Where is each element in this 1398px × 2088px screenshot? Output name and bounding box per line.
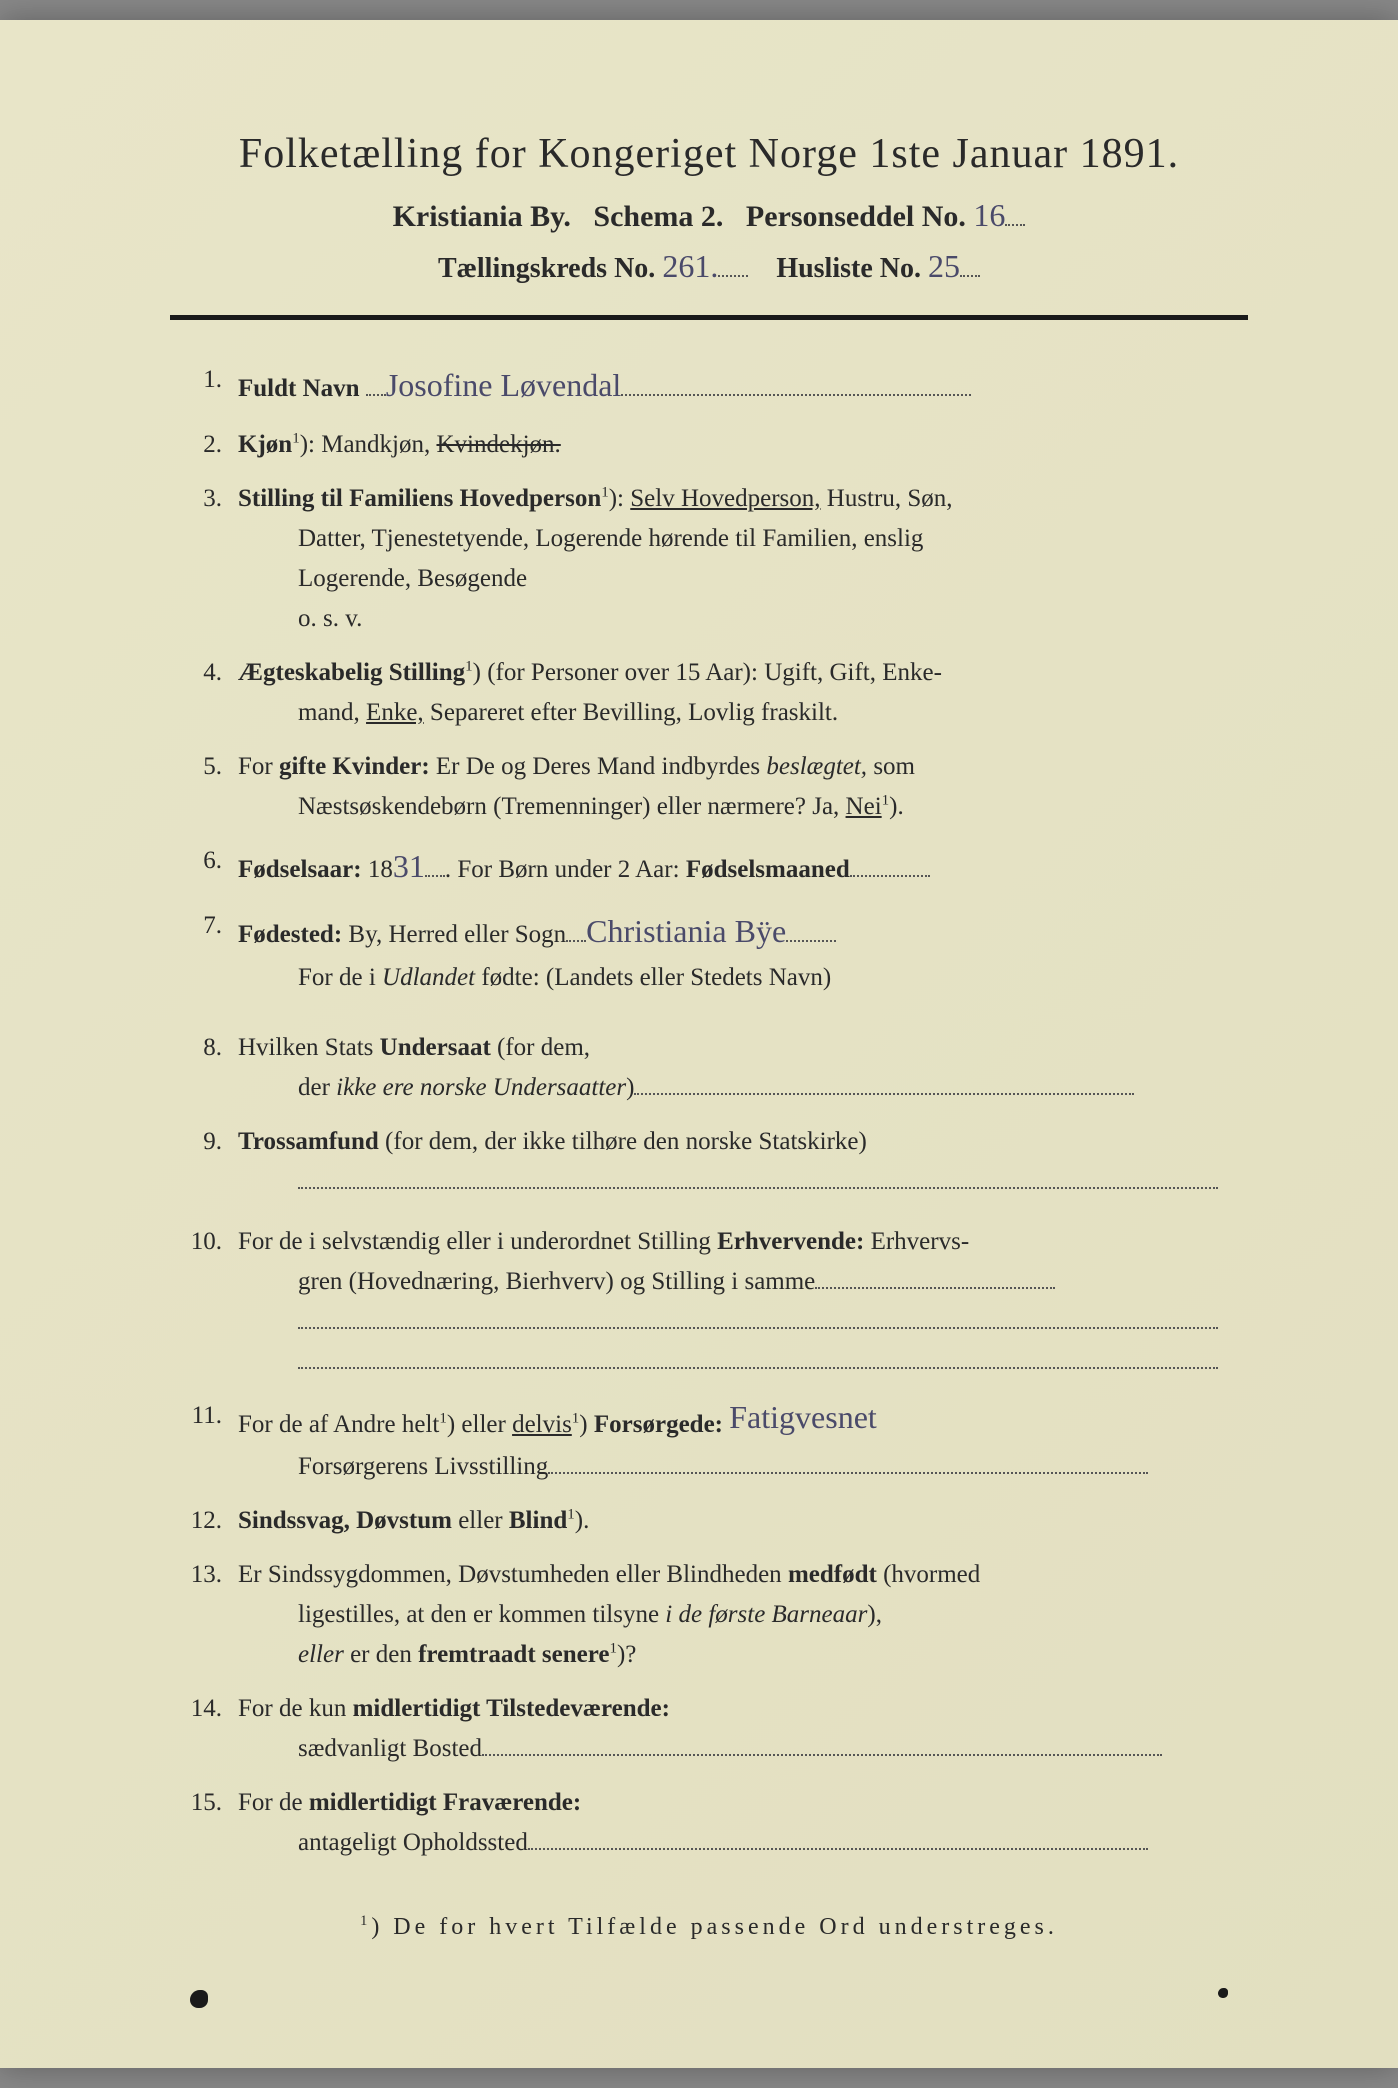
- row-8: 8. Hvilken Stats Undersaat (for dem, der…: [180, 1028, 1248, 1108]
- kreds-no-value: 261.: [662, 248, 718, 284]
- row-content: For de i selvstændig eller i underordnet…: [238, 1222, 1248, 1382]
- line3: eller er den fremtraadt senere1)?: [238, 1635, 1248, 1675]
- form-body: 1. Fuldt Navn Josofine Løvendal 2. Kjøn1…: [170, 360, 1248, 1863]
- enke: Enke,: [366, 699, 424, 726]
- birth-year: 31: [393, 848, 425, 884]
- kvinde-struck: Kvindekjøn.: [436, 431, 560, 458]
- row-content: Sindssvag, Døvstum eller Blind1).: [238, 1501, 1248, 1541]
- row-content: Kjøn1): Mandkjøn, Kvindekjøn.: [238, 425, 1248, 465]
- row-content: Er Sindssygdommen, Døvstumheden eller Bl…: [238, 1555, 1248, 1675]
- row-content: Fuldt Navn Josofine Løvendal: [238, 360, 1248, 411]
- line2: mand, Enke, Separeret efter Bevilling, L…: [238, 693, 1248, 733]
- row-content: For de af Andre helt1) eller delvis1) Fo…: [238, 1396, 1248, 1487]
- line4: o. s. v.: [238, 599, 1248, 639]
- form-header: Folketælling for Kongeriget Norge 1ste J…: [170, 130, 1248, 285]
- row-content: For de midlertidigt Fraværende: antageli…: [238, 1783, 1248, 1863]
- row-6: 6. Fødselsaar: 1831. For Børn under 2 Aa…: [180, 841, 1248, 892]
- label: Stilling til Familiens Hovedperson: [238, 485, 601, 512]
- form-subtitle2: Tællingskreds No. 261. Husliste No. 25: [170, 248, 1248, 285]
- footnote: 1) De for hvert Tilfælde passende Ord un…: [170, 1913, 1248, 1941]
- row-content: Stilling til Familiens Hovedperson1): Se…: [238, 479, 1248, 639]
- kreds-label: Tællingskreds No.: [438, 253, 655, 284]
- husliste-no-value: 25: [928, 248, 960, 284]
- header-rule: [170, 315, 1248, 320]
- row-num: 4.: [180, 653, 238, 733]
- person-no-value: 16: [973, 197, 1005, 233]
- row-num: 13.: [180, 1555, 238, 1675]
- row-content: Trossamfund (for dem, der ikke tilhøre d…: [238, 1122, 1248, 1202]
- row-num: 1.: [180, 360, 238, 411]
- line2: antageligt Opholdssted: [238, 1823, 1248, 1863]
- forsorger-hw: Fatigvesnet: [729, 1399, 877, 1435]
- line2: For de i Udlandet fødte: (Landets eller …: [238, 958, 1248, 998]
- person-label: Personseddel No.: [746, 200, 966, 233]
- row-content: For de kun midlertidigt Tilstedeværende:…: [238, 1689, 1248, 1769]
- label: Fødested:: [238, 921, 342, 948]
- label: Ægteskabelig Stilling: [238, 659, 465, 686]
- row-content: For gifte Kvinder: Er De og Deres Mand i…: [238, 747, 1248, 827]
- row-num: 8.: [180, 1028, 238, 1108]
- row-content: Fødested: By, Herred eller SognChristian…: [238, 906, 1248, 997]
- row-14: 14. For de kun midlertidigt Tilstedevære…: [180, 1689, 1248, 1769]
- row-15: 15. For de midlertidigt Fraværende: anta…: [180, 1783, 1248, 1863]
- line2: gren (Hovednæring, Bierhverv) og Stillin…: [238, 1262, 1248, 1302]
- selv-hoved: Selv Hovedperson,: [630, 485, 820, 512]
- schema-label: Schema 2.: [593, 200, 723, 233]
- name-value: Josofine Løvendal: [386, 367, 622, 403]
- row-num: 14.: [180, 1689, 238, 1769]
- row-content: Ægteskabelig Stilling1) (for Personer ov…: [238, 653, 1248, 733]
- row-num: 15.: [180, 1783, 238, 1863]
- label: Fuldt Navn: [238, 375, 360, 402]
- city-label: Kristiania By.: [393, 200, 571, 233]
- line2: Datter, Tjenestetyende, Logerende hørend…: [238, 519, 1248, 559]
- birthplace: Christiania Bÿe: [586, 913, 786, 949]
- row-num: 3.: [180, 479, 238, 639]
- row-num: 10.: [180, 1222, 238, 1382]
- row-13: 13. Er Sindssygdommen, Døvstumheden elle…: [180, 1555, 1248, 1675]
- row-num: 5.: [180, 747, 238, 827]
- ink-mark: [190, 1990, 208, 2008]
- line2: sædvanligt Bosted: [238, 1729, 1248, 1769]
- row-12: 12. Sindssvag, Døvstum eller Blind1).: [180, 1501, 1248, 1541]
- row-content: Hvilken Stats Undersaat (for dem, der ik…: [238, 1028, 1248, 1108]
- row-num: 9.: [180, 1122, 238, 1202]
- row-5: 5. For gifte Kvinder: Er De og Deres Man…: [180, 747, 1248, 827]
- line2: Næstsøskendebørn (Tremenninger) eller næ…: [238, 787, 1248, 827]
- row-10: 10. For de i selvstændig eller i underor…: [180, 1222, 1248, 1382]
- row-4: 4. Ægteskabelig Stilling1) (for Personer…: [180, 653, 1248, 733]
- row-num: 7.: [180, 906, 238, 997]
- row-11: 11. For de af Andre helt1) eller delvis1…: [180, 1396, 1248, 1487]
- row-9: 9. Trossamfund (for dem, der ikke tilhør…: [180, 1122, 1248, 1202]
- husliste-label: Husliste No.: [776, 253, 921, 284]
- line2: [238, 1162, 1248, 1202]
- row-3: 3. Stilling til Familiens Hovedperson1):…: [180, 479, 1248, 639]
- nei: Nei: [846, 793, 882, 820]
- label: Kjøn: [238, 431, 292, 458]
- label: Trossamfund: [238, 1128, 379, 1155]
- row-content: Fødselsaar: 1831. For Børn under 2 Aar: …: [238, 841, 1248, 892]
- line2: der ikke ere norske Undersaatter): [238, 1068, 1248, 1108]
- form-title: Folketælling for Kongeriget Norge 1ste J…: [170, 130, 1248, 178]
- form-subtitle: Kristiania By. Schema 2. Personseddel No…: [170, 196, 1248, 234]
- row-num: 11.: [180, 1396, 238, 1487]
- footnote-text: ) De for hvert Tilfælde passende Ord und…: [371, 1914, 1058, 1940]
- line2: ligestilles, at den er kommen tilsyne i …: [238, 1595, 1248, 1635]
- label: Fødselsaar:: [238, 856, 362, 883]
- line3: [238, 1302, 1248, 1342]
- row-7: 7. Fødested: By, Herred eller SognChrist…: [180, 906, 1248, 997]
- census-form-page: Folketælling for Kongeriget Norge 1ste J…: [0, 20, 1398, 2068]
- line4: [238, 1342, 1248, 1382]
- line3: Logerende, Besøgende: [238, 559, 1248, 599]
- line2: Forsørgerens Livsstilling: [238, 1447, 1248, 1487]
- ink-mark: [1218, 1988, 1228, 1998]
- row-num: 2.: [180, 425, 238, 465]
- row-num: 6.: [180, 841, 238, 892]
- row-2: 2. Kjøn1): Mandkjøn, Kvindekjøn.: [180, 425, 1248, 465]
- row-num: 12.: [180, 1501, 238, 1541]
- row-1: 1. Fuldt Navn Josofine Løvendal: [180, 360, 1248, 411]
